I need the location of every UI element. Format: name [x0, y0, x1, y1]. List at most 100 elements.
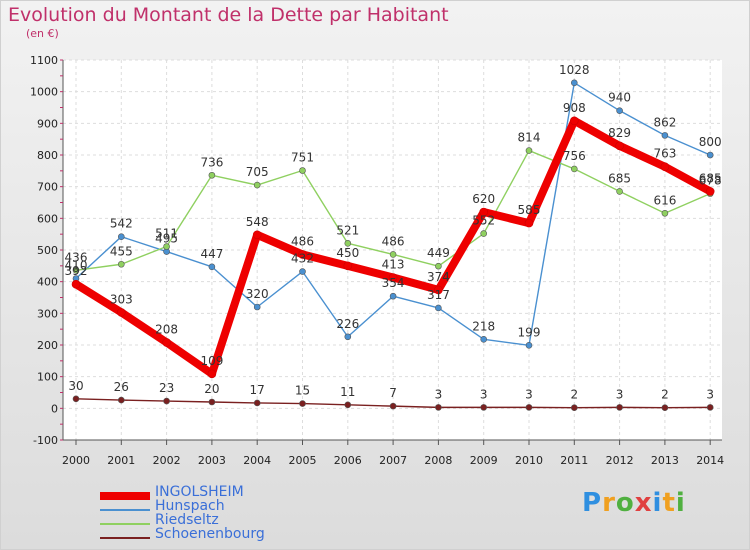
- data-point: [72, 395, 80, 403]
- x-tick-label: 2001: [107, 454, 135, 467]
- data-label: 374: [427, 270, 450, 284]
- data-point: [570, 404, 578, 412]
- data-label: 685: [608, 171, 631, 185]
- x-tick-label: 2007: [379, 454, 407, 467]
- data-label: 109: [200, 354, 223, 368]
- data-label: 392: [65, 264, 88, 278]
- data-label: 447: [200, 247, 223, 261]
- data-label: 3: [480, 387, 488, 401]
- data-point: [72, 266, 80, 274]
- logo-letter: P: [582, 488, 603, 518]
- data-point: [616, 107, 623, 114]
- x-tick-label: 2009: [470, 454, 498, 467]
- data-point: [705, 187, 715, 196]
- data-point: [163, 243, 170, 250]
- data-point: [434, 285, 443, 295]
- legend-label: Riedseltz: [155, 512, 219, 528]
- data-point: [117, 308, 126, 317]
- y-tick-label: 0: [51, 402, 58, 415]
- data-label: 432: [291, 252, 314, 266]
- legend-swatch: [100, 492, 150, 500]
- data-label: 756: [563, 149, 586, 163]
- data-label: 23: [159, 381, 174, 395]
- data-label: 908: [563, 101, 586, 115]
- data-label: 620: [472, 192, 495, 206]
- data-point: [207, 369, 217, 379]
- data-label: 2: [570, 388, 578, 402]
- data-point: [253, 399, 261, 407]
- data-point: [118, 233, 125, 240]
- data-point: [525, 342, 533, 349]
- data-point: [344, 240, 352, 247]
- data-label: 548: [246, 215, 269, 229]
- data-label: 486: [382, 234, 405, 248]
- x-tick-label: 2003: [198, 454, 226, 467]
- data-point: [118, 260, 125, 268]
- data-point: [525, 404, 533, 411]
- legend-label: Hunspach: [155, 498, 225, 514]
- data-point: [389, 292, 397, 300]
- data-label: 542: [110, 217, 133, 231]
- data-label: 15: [295, 384, 310, 398]
- data-point: [344, 401, 352, 409]
- x-tick-label: 2010: [515, 454, 543, 467]
- x-tick-label: 2012: [606, 454, 634, 467]
- y-tick-label: 300: [37, 307, 58, 320]
- data-label: 7: [389, 386, 397, 400]
- legend-swatch: [100, 509, 150, 511]
- y-tick-label: 600: [37, 212, 58, 225]
- data-label: 2: [661, 388, 669, 402]
- logo-letter: i: [652, 488, 663, 518]
- data-label: 511: [155, 227, 178, 241]
- data-point: [208, 171, 216, 179]
- data-label: 616: [653, 193, 676, 207]
- y-tick-label: 1100: [30, 54, 58, 67]
- data-label: 3: [616, 387, 624, 401]
- data-point: [435, 404, 442, 411]
- y-tick-label: 800: [37, 149, 58, 162]
- data-label: 814: [518, 131, 541, 145]
- data-point: [299, 268, 306, 275]
- data-point: [71, 279, 81, 289]
- data-point: [569, 116, 579, 126]
- data-label: 751: [291, 151, 314, 165]
- data-point: [435, 304, 442, 312]
- logo-letter: t: [662, 488, 676, 518]
- x-tick-label: 2014: [696, 454, 724, 467]
- data-label: 3: [525, 387, 533, 401]
- x-tick-label: 2008: [424, 454, 452, 467]
- data-label: 585: [518, 203, 541, 217]
- logo-letter: x: [634, 488, 653, 518]
- data-label: 862: [653, 115, 676, 129]
- data-point: [435, 262, 442, 270]
- x-tick-label: 2013: [651, 454, 679, 467]
- data-label: 552: [472, 214, 495, 228]
- x-tick-label: 2002: [153, 454, 181, 467]
- chart-title: Evolution du Montant de la Dette par Hab…: [8, 4, 449, 26]
- data-label: 218: [472, 319, 495, 333]
- data-point: [570, 79, 578, 87]
- y-tick-label: 200: [37, 339, 58, 352]
- x-tick-label: 2000: [62, 454, 90, 467]
- data-point: [661, 404, 669, 412]
- data-point: [343, 261, 353, 271]
- data-label: 3: [706, 387, 714, 401]
- data-point: [615, 141, 624, 151]
- data-label: 11: [340, 385, 355, 399]
- data-label: 685: [699, 171, 722, 185]
- data-point: [524, 218, 534, 228]
- data-point: [208, 398, 216, 406]
- data-label: 829: [608, 126, 631, 140]
- y-axis-unit: (en €): [26, 27, 59, 40]
- data-label: 705: [246, 165, 269, 179]
- data-label: 495: [155, 232, 178, 246]
- legend-swatch: [100, 537, 150, 539]
- data-point: [660, 162, 670, 172]
- data-label: 763: [653, 147, 676, 161]
- data-point: [570, 165, 578, 173]
- x-tick-label: 2004: [243, 454, 271, 467]
- data-label: 1028: [559, 63, 590, 77]
- data-label: 450: [336, 246, 359, 260]
- data-point: [344, 333, 352, 341]
